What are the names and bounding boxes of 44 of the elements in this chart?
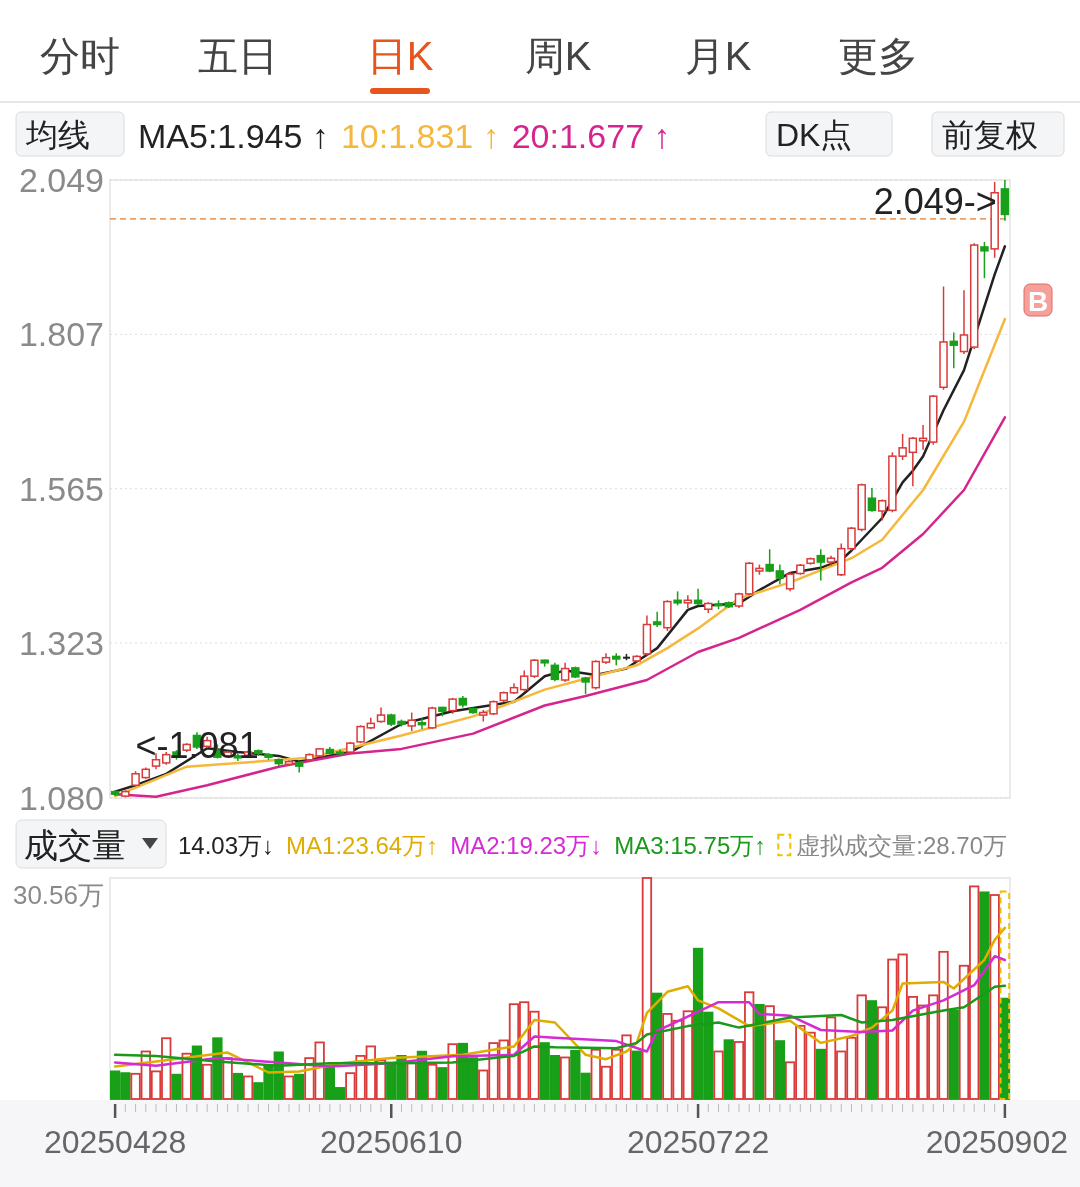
- text: 分时: [40, 34, 120, 78]
- text: MA5:1.945 ↑: [138, 117, 329, 155]
- x-tick-label: 20250722: [626, 1124, 770, 1160]
- candlestick: [918, 424, 928, 451]
- text: 周K: [524, 34, 592, 78]
- y-tick-label: 1.323: [18, 624, 104, 663]
- candlestick: [867, 487, 877, 513]
- y-tick-label: 1.565: [18, 469, 104, 508]
- text: 前复权: [942, 117, 1038, 153]
- candlestick: [785, 571, 795, 593]
- text: 30.56万: [12, 880, 104, 910]
- x-tick-label: 20250902: [925, 1124, 1068, 1160]
- text: 成交量: [24, 826, 126, 864]
- candlestick: [683, 594, 693, 609]
- text: 月K: [684, 34, 752, 78]
- text: 均线: [25, 117, 90, 153]
- text: 五日: [198, 34, 278, 78]
- text: 更多: [838, 34, 918, 78]
- text: 10:1.831 ↑: [340, 117, 500, 155]
- legend-label: 虚拟成交量:28.70万: [796, 832, 1008, 859]
- y-tick-label: 2.049: [18, 161, 104, 199]
- candlestick: [980, 241, 989, 279]
- x-tick-label: 20250428: [43, 1124, 187, 1160]
- line-series: [113, 416, 1007, 798]
- candlestick: [652, 611, 662, 628]
- text: DK点: [776, 117, 853, 153]
- candlestick: [816, 548, 826, 582]
- x-tick-label: 20250610: [320, 1124, 463, 1160]
- candlestick: [560, 662, 570, 683]
- y-tick-label: 1.807: [18, 315, 104, 354]
- candlestick: [775, 563, 785, 586]
- candlestick: [519, 669, 529, 692]
- text: MA3:15.75万↑: [614, 832, 767, 859]
- candlestick: [550, 662, 560, 683]
- text: 日K: [366, 34, 434, 78]
- text: 20:1.677 ↑: [511, 117, 671, 155]
- text: MA2:19.23万↓: [450, 832, 603, 859]
- text: MA1:23.64万↑: [286, 832, 439, 859]
- y-tick-label: 1.080: [18, 779, 104, 817]
- text: 14.03万↓: [178, 832, 275, 859]
- candlestick: [908, 436, 918, 487]
- candlestick: [959, 289, 969, 355]
- candlestick: [407, 711, 416, 732]
- candlestick: [949, 331, 958, 369]
